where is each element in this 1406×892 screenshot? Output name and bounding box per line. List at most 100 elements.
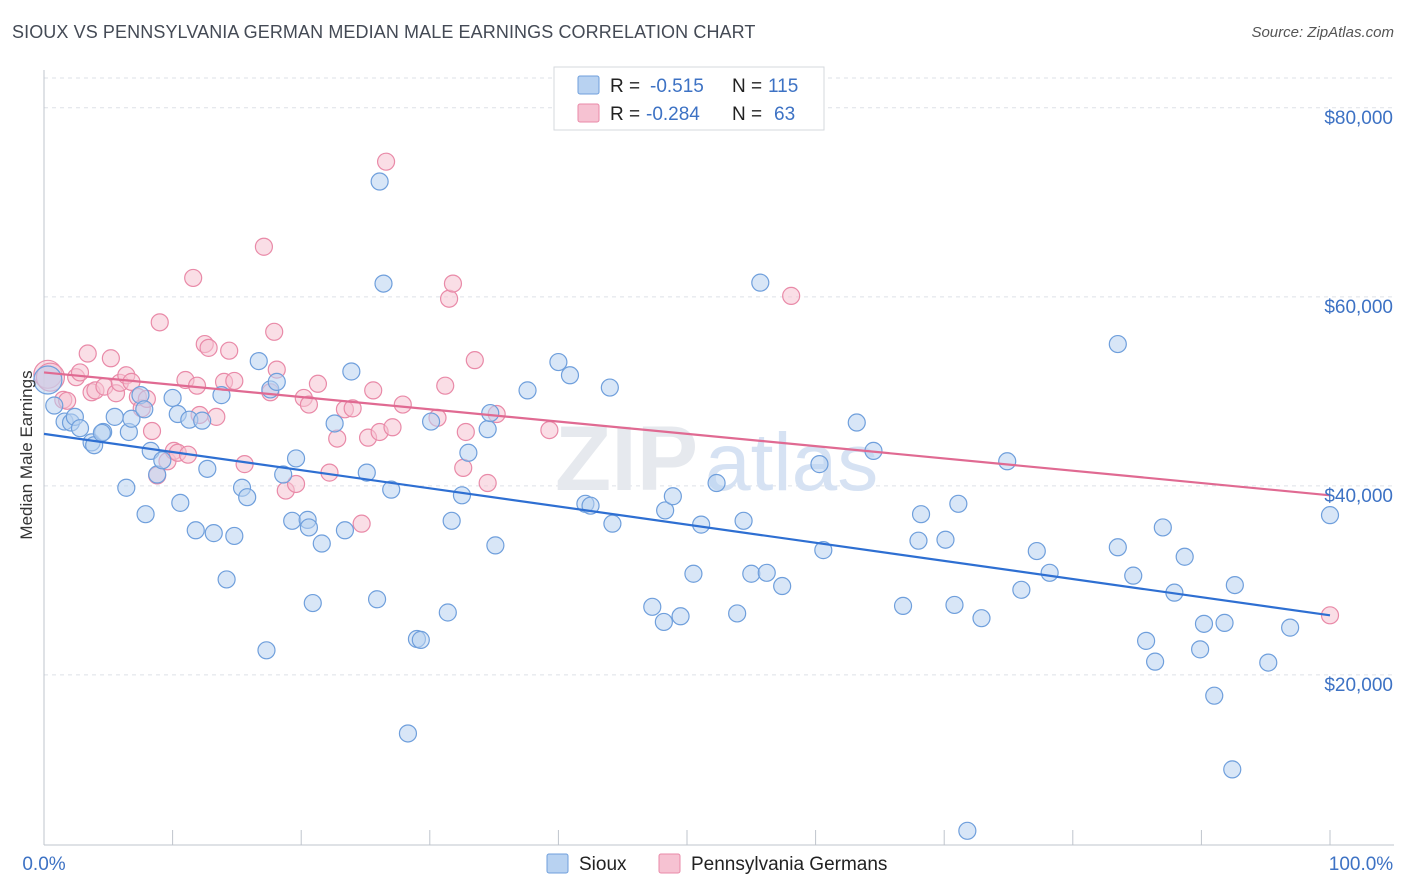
sioux-point-44 bbox=[325, 414, 344, 433]
sioux-point-0 bbox=[33, 365, 63, 395]
sioux-point-96 bbox=[1012, 580, 1031, 599]
pg-point-54 bbox=[383, 418, 402, 437]
sioux-point-39 bbox=[286, 449, 306, 468]
axes bbox=[43, 70, 1394, 846]
pg-r-label: R = bbox=[610, 104, 640, 125]
sioux-point-84 bbox=[810, 455, 829, 474]
sioux-point-95 bbox=[998, 452, 1017, 471]
sioux-trend-line bbox=[43, 432, 1331, 617]
sioux-point-12 bbox=[117, 478, 136, 497]
sioux-point-22 bbox=[171, 493, 190, 512]
sioux-point-20 bbox=[163, 388, 182, 408]
stats-legend: R = -0.515 N = 115 R = -0.284 N = 63 bbox=[553, 66, 825, 131]
sioux-point-102 bbox=[1137, 631, 1156, 650]
sioux-point-51 bbox=[382, 480, 401, 499]
sioux-point-52 bbox=[398, 724, 418, 743]
sioux-point-82 bbox=[757, 563, 776, 582]
pg-point-36 bbox=[254, 237, 274, 256]
sioux-point-59 bbox=[459, 443, 478, 462]
sioux-point-89 bbox=[911, 505, 931, 524]
sioux-point-61 bbox=[481, 403, 500, 423]
sioux-point-16 bbox=[136, 505, 155, 524]
pg-point-60 bbox=[454, 458, 473, 477]
sioux-point-91 bbox=[936, 530, 955, 549]
sioux-point-112 bbox=[1223, 760, 1242, 779]
sioux-point-30 bbox=[225, 526, 244, 546]
sioux-point-108 bbox=[1194, 614, 1214, 633]
sioux-point-80 bbox=[742, 564, 761, 583]
sioux-r-label: R = bbox=[610, 76, 640, 97]
pg-point-61 bbox=[456, 422, 475, 442]
x-tick-label-max: 100.0% bbox=[1329, 854, 1394, 875]
x-tick-label-min: 0.0% bbox=[22, 854, 65, 875]
sioux-point-101 bbox=[1124, 566, 1143, 585]
pg-n-value: 63 bbox=[774, 104, 795, 125]
sioux-point-36 bbox=[267, 372, 286, 391]
sioux-n-label: N = bbox=[732, 76, 762, 97]
sioux-point-10 bbox=[105, 407, 124, 426]
sioux-point-93 bbox=[949, 494, 968, 513]
sioux-point-70 bbox=[643, 597, 662, 616]
pg-point-6 bbox=[78, 344, 97, 363]
sioux-point-43 bbox=[312, 534, 331, 553]
sioux-point-97 bbox=[1027, 541, 1046, 561]
pg-point-62 bbox=[465, 351, 484, 370]
pg-point-63 bbox=[478, 473, 497, 493]
pg-point-44 bbox=[308, 374, 328, 393]
sioux-point-116 bbox=[958, 821, 977, 840]
sioux-point-56 bbox=[438, 603, 457, 622]
sioux-point-45 bbox=[335, 521, 355, 540]
chart-title: SIOUX VS PENNSYLVANIA GERMAN MEDIAN MALE… bbox=[12, 22, 756, 42]
sioux-point-109 bbox=[1205, 686, 1224, 705]
sioux-point-29 bbox=[217, 570, 236, 589]
pg-point-43 bbox=[299, 395, 319, 414]
legend-sioux-swatch bbox=[546, 853, 569, 874]
pg-swatch bbox=[577, 103, 600, 123]
sioux-point-64 bbox=[549, 352, 568, 372]
y-tick-label-80000: $80,000 bbox=[1324, 108, 1393, 129]
sioux-point-38 bbox=[283, 511, 302, 530]
pg-point-30 bbox=[199, 338, 218, 357]
sioux-point-32 bbox=[238, 488, 257, 507]
sioux-point-65 bbox=[560, 366, 580, 385]
sioux-point-74 bbox=[671, 607, 690, 626]
pg-point-10 bbox=[101, 349, 120, 368]
sioux-point-72 bbox=[654, 612, 673, 632]
pg-point-53 bbox=[376, 152, 396, 171]
sioux-r-value: -0.515 bbox=[650, 76, 704, 97]
sioux-point-42 bbox=[303, 593, 322, 613]
sioux-point-60 bbox=[478, 420, 497, 439]
sioux-point-50 bbox=[374, 274, 393, 293]
sioux-point-55 bbox=[421, 412, 441, 431]
sioux-point-13 bbox=[122, 409, 141, 428]
sioux-point-27 bbox=[204, 524, 223, 543]
pg-point-34 bbox=[225, 371, 244, 391]
sioux-point-92 bbox=[945, 595, 964, 615]
sioux-point-113 bbox=[1259, 653, 1278, 672]
pennsylvania-germans-points bbox=[33, 152, 1340, 625]
sioux-point-103 bbox=[1146, 652, 1165, 671]
sioux-n-value: 115 bbox=[768, 76, 798, 97]
pg-r-value: -0.284 bbox=[646, 104, 700, 125]
sioux-point-57 bbox=[442, 511, 461, 530]
pg-trend-line bbox=[43, 371, 1331, 497]
sioux-point-26 bbox=[198, 459, 217, 478]
sioux-point-33 bbox=[249, 351, 268, 371]
pg-point-38 bbox=[265, 322, 284, 341]
sioux-point-62 bbox=[486, 536, 505, 555]
sioux-point-114 bbox=[1281, 618, 1300, 637]
sioux-point-81 bbox=[751, 273, 770, 292]
pg-point-33 bbox=[220, 341, 239, 360]
series-legend: Sioux Pennsylvania Germans bbox=[546, 853, 887, 875]
sioux-point-90 bbox=[909, 531, 928, 550]
watermark-atlas: atlas bbox=[705, 417, 878, 508]
sioux-point-24 bbox=[186, 521, 205, 540]
sioux-point-110 bbox=[1215, 613, 1234, 632]
y-tick-labels: $20,000 $40,000 $60,000 $80,000 bbox=[1324, 108, 1393, 696]
pg-point-20 bbox=[150, 313, 169, 332]
legend-sioux-label: Sioux bbox=[579, 854, 627, 875]
sioux-point-88 bbox=[893, 596, 913, 615]
pg-point-51 bbox=[364, 381, 383, 400]
pg-point-26 bbox=[184, 268, 203, 288]
